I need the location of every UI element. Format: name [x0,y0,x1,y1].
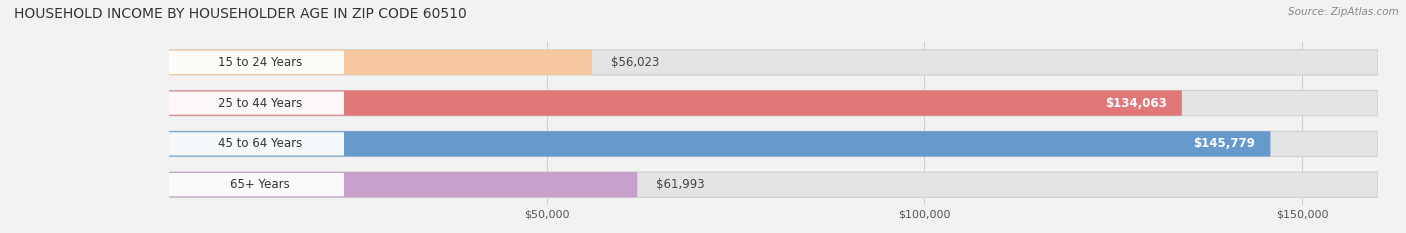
FancyBboxPatch shape [169,172,1378,197]
Text: $134,063: $134,063 [1105,97,1167,110]
FancyBboxPatch shape [169,173,344,196]
Text: $56,023: $56,023 [612,56,659,69]
FancyBboxPatch shape [169,172,637,197]
Text: Source: ZipAtlas.com: Source: ZipAtlas.com [1288,7,1399,17]
Text: $145,779: $145,779 [1194,137,1256,150]
FancyBboxPatch shape [169,51,344,74]
FancyBboxPatch shape [169,132,344,155]
Text: 15 to 24 Years: 15 to 24 Years [218,56,302,69]
FancyBboxPatch shape [169,90,1378,116]
Text: 25 to 44 Years: 25 to 44 Years [218,97,302,110]
FancyBboxPatch shape [169,50,592,75]
Text: 65+ Years: 65+ Years [231,178,290,191]
FancyBboxPatch shape [169,50,1378,75]
FancyBboxPatch shape [169,131,1378,157]
FancyBboxPatch shape [169,90,1182,116]
Text: 45 to 64 Years: 45 to 64 Years [218,137,302,150]
FancyBboxPatch shape [169,92,344,115]
FancyBboxPatch shape [169,131,1271,157]
Text: HOUSEHOLD INCOME BY HOUSEHOLDER AGE IN ZIP CODE 60510: HOUSEHOLD INCOME BY HOUSEHOLDER AGE IN Z… [14,7,467,21]
Text: $61,993: $61,993 [657,178,704,191]
